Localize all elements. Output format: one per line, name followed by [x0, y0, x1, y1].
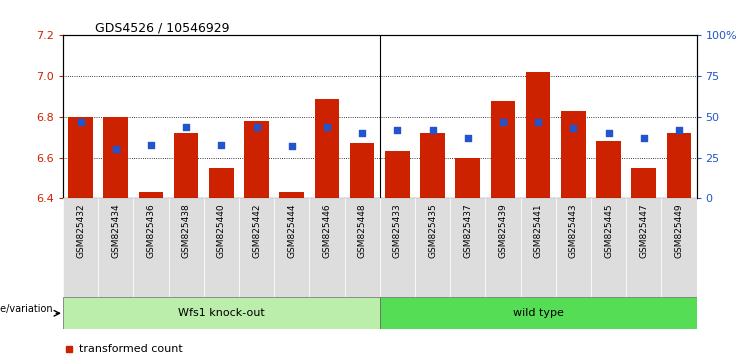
Bar — [209, 168, 233, 198]
Point — [250, 124, 262, 130]
Bar — [667, 133, 691, 198]
Point — [462, 135, 473, 141]
Bar — [456, 158, 480, 198]
Bar — [174, 133, 199, 198]
Bar — [379, 297, 697, 329]
Text: GSM825432: GSM825432 — [76, 203, 85, 258]
Text: GSM825445: GSM825445 — [604, 203, 613, 258]
Bar — [626, 198, 661, 297]
Text: GSM825444: GSM825444 — [288, 203, 296, 258]
Bar — [168, 198, 204, 297]
Text: GSM825438: GSM825438 — [182, 203, 190, 258]
Bar — [379, 198, 415, 297]
Text: GSM825446: GSM825446 — [322, 203, 331, 258]
Text: GSM825442: GSM825442 — [252, 203, 261, 258]
Bar — [245, 121, 269, 198]
Point — [673, 127, 685, 133]
Bar — [526, 72, 551, 198]
Point — [568, 125, 579, 131]
Point — [638, 135, 650, 141]
Bar — [345, 198, 379, 297]
Bar — [204, 198, 239, 297]
Point — [75, 119, 87, 125]
Bar — [450, 198, 485, 297]
Bar — [591, 198, 626, 297]
Bar — [385, 152, 410, 198]
Bar — [556, 198, 591, 297]
Text: GSM825443: GSM825443 — [569, 203, 578, 258]
Bar — [104, 117, 128, 198]
Bar — [631, 168, 656, 198]
Text: Wfs1 knock-out: Wfs1 knock-out — [178, 308, 265, 318]
Bar — [68, 117, 93, 198]
Bar — [274, 198, 309, 297]
Bar — [310, 198, 345, 297]
Point — [356, 130, 368, 136]
Text: GSM825436: GSM825436 — [147, 203, 156, 258]
Point — [110, 147, 122, 152]
Point — [145, 142, 157, 147]
Bar — [661, 198, 697, 297]
Text: wild type: wild type — [513, 308, 564, 318]
Bar — [415, 198, 450, 297]
Text: transformed count: transformed count — [79, 344, 182, 354]
Bar — [133, 198, 168, 297]
Bar — [561, 111, 585, 198]
Point — [602, 130, 614, 136]
Text: GSM825447: GSM825447 — [639, 203, 648, 258]
Point — [286, 143, 298, 149]
Bar — [315, 98, 339, 198]
Text: GSM825433: GSM825433 — [393, 203, 402, 258]
Point — [427, 127, 439, 133]
Bar — [98, 198, 133, 297]
Text: GSM825439: GSM825439 — [499, 203, 508, 258]
Bar — [239, 198, 274, 297]
Point — [497, 119, 509, 125]
Bar — [63, 198, 98, 297]
Point — [391, 127, 403, 133]
Text: GSM825434: GSM825434 — [111, 203, 120, 258]
Bar — [520, 198, 556, 297]
Text: GSM825449: GSM825449 — [674, 203, 683, 258]
Text: GSM825440: GSM825440 — [217, 203, 226, 258]
Point — [321, 124, 333, 130]
Bar — [63, 297, 379, 329]
Bar — [597, 141, 621, 198]
Bar — [420, 133, 445, 198]
Point — [216, 142, 227, 147]
Text: GSM825441: GSM825441 — [534, 203, 542, 258]
Bar — [279, 192, 304, 198]
Text: GSM825448: GSM825448 — [358, 203, 367, 258]
Bar — [139, 192, 163, 198]
Bar — [485, 198, 520, 297]
Bar — [350, 143, 374, 198]
Point — [180, 124, 192, 130]
Text: GSM825435: GSM825435 — [428, 203, 437, 258]
Point — [532, 119, 544, 125]
Bar — [491, 101, 515, 198]
Text: GDS4526 / 10546929: GDS4526 / 10546929 — [95, 21, 229, 34]
Text: GSM825437: GSM825437 — [463, 203, 472, 258]
Text: genotype/variation: genotype/variation — [0, 304, 53, 314]
